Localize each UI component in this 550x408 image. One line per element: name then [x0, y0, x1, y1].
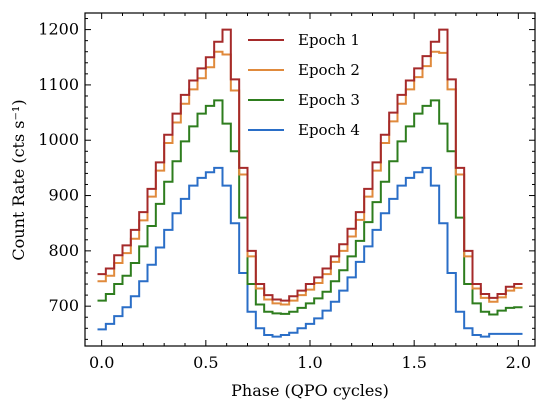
x-tick-label: 2.0: [506, 353, 531, 372]
series-line-epoch-4: [97, 166, 523, 338]
series-group: [97, 28, 523, 338]
series-line-epoch-3: [97, 99, 523, 316]
y-tick-label: 1100: [38, 75, 79, 94]
y-tick-label: 900: [48, 186, 79, 205]
x-tick-label: 0.5: [193, 353, 218, 372]
plot-frame: [84, 12, 536, 347]
legend-epoch-2-label: Epoch 2: [298, 61, 360, 79]
x-tick-label: 0.0: [89, 353, 114, 372]
x-tick-label: 1.0: [297, 353, 322, 372]
legend-epoch-1-label: Epoch 1: [298, 31, 360, 49]
y-tick-label: 800: [48, 241, 79, 260]
legend-epoch-4-label: Epoch 4: [298, 121, 360, 139]
series-line-epoch-1: [97, 28, 523, 302]
x-axis-label: Phase (QPO cycles): [231, 381, 389, 400]
legend-epoch-3-label: Epoch 3: [298, 91, 360, 109]
y-axis-label: Count Rate (cts s⁻¹): [9, 99, 28, 260]
series-line-epoch-2: [97, 50, 523, 306]
legend: Epoch 1 Epoch 2 Epoch 3 Epoch 4: [248, 31, 360, 139]
y-tick-label: 700: [48, 296, 79, 315]
x-tick-label: 1.5: [401, 353, 426, 372]
axis-ticks: 0.0 0.5 1.0 1.5 2.0 700 800 900 1000 1100 1200: [38, 13, 535, 372]
y-tick-label: 1200: [38, 20, 79, 39]
y-tick-label: 1000: [38, 130, 79, 149]
